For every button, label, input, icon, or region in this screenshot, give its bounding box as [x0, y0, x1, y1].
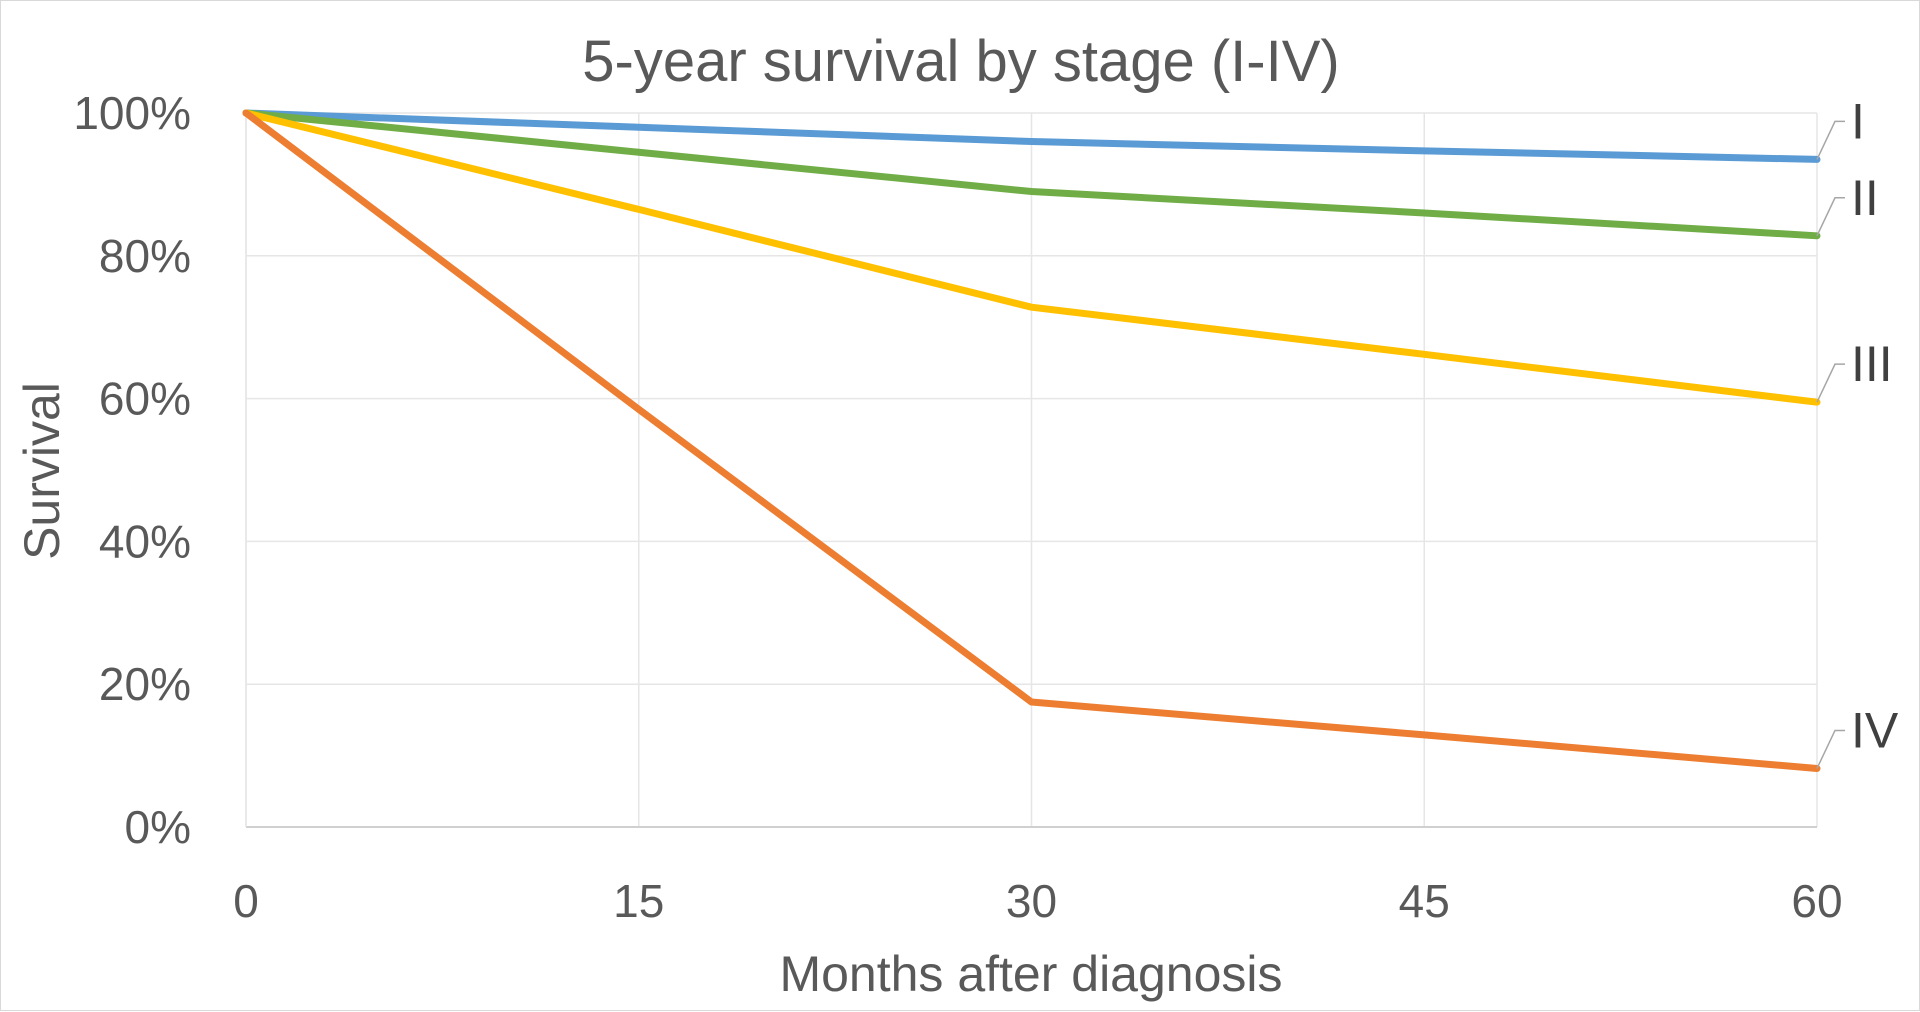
- y-tick-label: 40%: [99, 515, 191, 567]
- axes: [245, 113, 1817, 828]
- y-tick-label: 80%: [99, 230, 191, 282]
- series-label-i: I: [1851, 93, 1865, 149]
- tick-labels: 0% 20% 40% 60% 80% 100% 0 15 30 45 60: [73, 87, 1842, 927]
- series-label-leader: [1816, 363, 1845, 403]
- series-label-leader: [1816, 197, 1845, 237]
- series-line-iii: [242, 109, 1821, 406]
- series-line-iv: [242, 109, 1821, 772]
- y-tick-label: 100%: [73, 87, 191, 139]
- y-tick-label: 0%: [125, 801, 191, 853]
- y-axis-label: Survival: [14, 382, 70, 560]
- chart-title: 5-year survival by stage (I-IV): [582, 29, 1339, 94]
- series-label-iii: III: [1851, 336, 1893, 392]
- x-tick-label: 0: [233, 875, 259, 927]
- series-line-ii: [242, 109, 1821, 240]
- x-tick-label: 15: [613, 875, 664, 927]
- y-tick-label: 20%: [99, 658, 191, 710]
- series-label-leader: [1816, 120, 1845, 160]
- series-label-leader: [1816, 729, 1845, 769]
- series-lines: [242, 109, 1821, 772]
- series-line-i: [242, 109, 1821, 163]
- series-label-ii: II: [1851, 170, 1879, 226]
- x-axis-label: Months after diagnosis: [779, 946, 1282, 1002]
- y-tick-label: 60%: [99, 373, 191, 425]
- x-tick-label: 60: [1791, 875, 1842, 927]
- x-tick-label: 45: [1399, 875, 1450, 927]
- series-label-iv: IV: [1851, 702, 1899, 758]
- x-tick-label: 30: [1006, 875, 1057, 927]
